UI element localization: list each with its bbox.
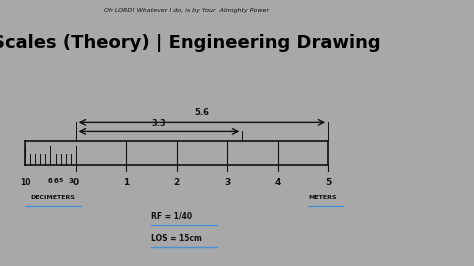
Text: 1: 1: [123, 178, 129, 187]
Text: LOS = 15cm: LOS = 15cm: [151, 234, 202, 243]
Text: 3.3: 3.3: [152, 119, 166, 128]
Text: 5: 5: [325, 178, 331, 187]
Text: Oh LORD! Whatever I do, is by Your  Almighty Power: Oh LORD! Whatever I do, is by Your Almig…: [104, 8, 269, 13]
Text: 3: 3: [68, 178, 73, 184]
Text: 10: 10: [20, 178, 30, 187]
Text: Scales (Theory) | Engineering Drawing: Scales (Theory) | Engineering Drawing: [0, 34, 381, 52]
Text: 0: 0: [73, 178, 79, 187]
Text: 5.6: 5.6: [194, 108, 210, 117]
Text: 5: 5: [58, 178, 63, 183]
Text: 2: 2: [173, 178, 180, 187]
Text: DECIMETERS: DECIMETERS: [30, 195, 75, 200]
Text: 6: 6: [48, 178, 53, 184]
Text: 4: 4: [274, 178, 281, 187]
Text: 6: 6: [53, 178, 58, 184]
Text: METERS: METERS: [308, 195, 337, 200]
Text: 3: 3: [224, 178, 230, 187]
Text: RF = 1/40: RF = 1/40: [151, 211, 192, 220]
